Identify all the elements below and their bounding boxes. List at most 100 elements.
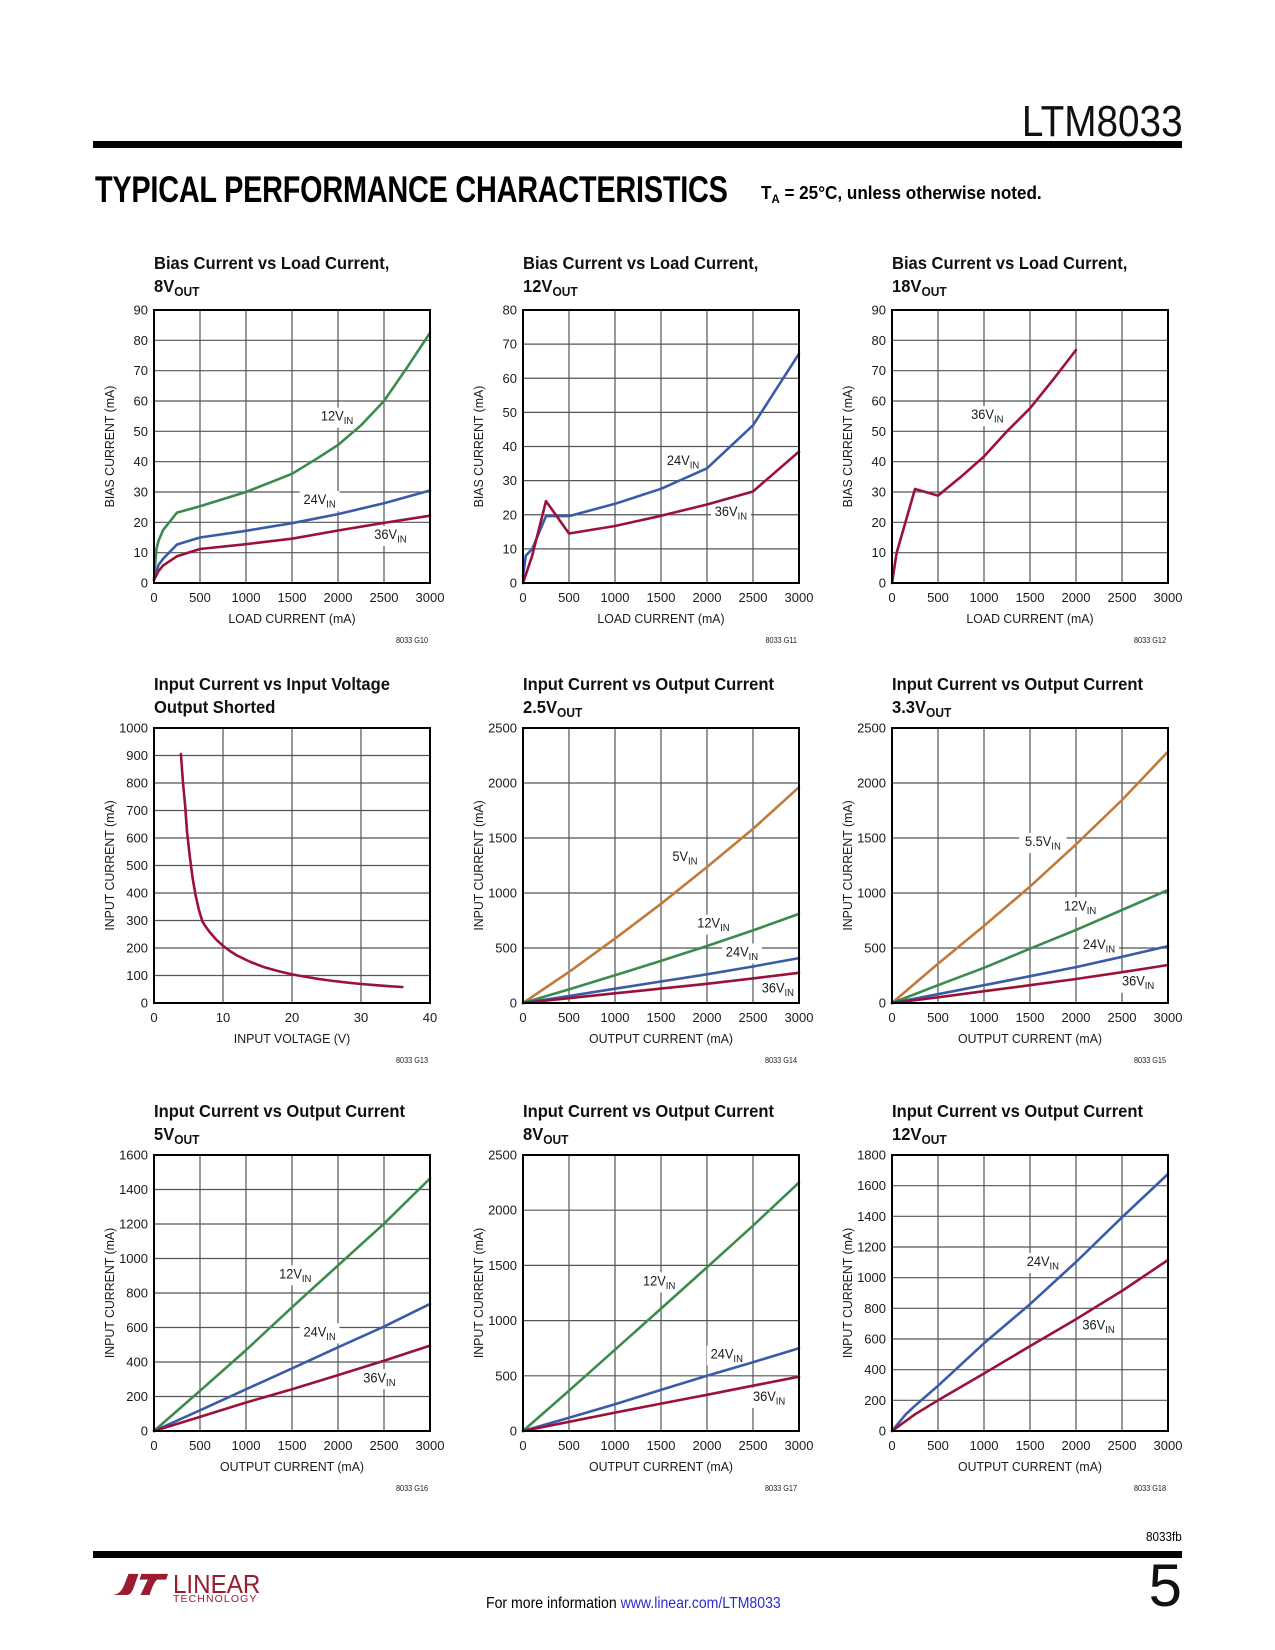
x-tick-label: 1000 — [232, 590, 261, 605]
y-tick-label: 1400 — [857, 1209, 886, 1224]
series-label-background — [693, 914, 734, 935]
x-tick-label: 2000 — [1062, 1438, 1091, 1453]
y-tick-label: 50 — [503, 405, 517, 420]
series-label-subscript: IN — [326, 1332, 335, 1343]
series-label-24vin: 24VIN — [711, 1346, 743, 1365]
y-tick-label: 400 — [864, 1362, 886, 1377]
series-label-24vin: 24VIN — [1027, 1254, 1059, 1273]
series-label-24vin: 24VIN — [1083, 936, 1115, 955]
series-label-subscript: IN — [749, 952, 758, 963]
x-tick-label: 0 — [519, 1010, 526, 1025]
y-tick-label: 2000 — [488, 776, 517, 791]
chart-subtitle-subscript: OUT — [174, 1133, 200, 1148]
x-tick-label: 3000 — [1154, 1438, 1183, 1453]
series-label-36vin: 36VIN — [1082, 1317, 1114, 1336]
series-label-5vin: 5VIN — [672, 848, 697, 867]
y-tick-label: 200 — [126, 941, 148, 956]
x-axis-label: LOAD CURRENT (mA) — [966, 612, 1093, 626]
series-label-subscript: IN — [302, 1274, 311, 1285]
chart-title: Input Current vs Output Current — [892, 673, 1143, 694]
y-tick-label: 30 — [872, 485, 886, 500]
linear-technology-logo[interactable]: LINEAR TECHNOLOGY — [111, 1570, 281, 1613]
y-tick-label: 800 — [126, 1286, 148, 1301]
series-label-5-5vin: 5.5VIN — [1025, 834, 1061, 853]
y-tick-label: 80 — [134, 333, 148, 348]
series-label-24vin: 24VIN — [726, 944, 758, 963]
x-tick-label: 1000 — [970, 590, 999, 605]
series-label-subscript: IN — [733, 1354, 742, 1365]
x-tick-label: 30 — [354, 1010, 368, 1025]
series-label-36vin: 36VIN — [1122, 973, 1154, 992]
chart-subtitle-main: 2.5V — [523, 696, 557, 717]
plot-frame — [891, 1154, 1169, 1432]
label-backgrounds — [299, 407, 411, 546]
y-tick-label: 1000 — [857, 1270, 886, 1285]
series-label-main: 12V — [697, 915, 720, 930]
series-label-12vin: 12VIN — [643, 1273, 675, 1292]
y-tick-label: 90 — [872, 303, 886, 318]
series-label-main: 24V — [1027, 1254, 1050, 1269]
x-tick-label: 0 — [519, 590, 526, 605]
x-tick-label: 3000 — [416, 1438, 445, 1453]
x-tick-label: 1500 — [1016, 590, 1045, 605]
x-tick-label: 3000 — [785, 590, 814, 605]
x-axis-label: LOAD CURRENT (mA) — [228, 612, 355, 626]
y-tick-label: 1800 — [857, 1148, 886, 1163]
x-tick-label: 2000 — [693, 590, 722, 605]
chart-subtitle: 8VOUT — [154, 275, 200, 299]
series-line-24vin — [152, 1302, 432, 1433]
series-line-36vin — [521, 1375, 801, 1433]
y-tick-label: 10 — [872, 545, 886, 560]
series-label-background — [1019, 832, 1067, 853]
series-label-subscript: IN — [344, 416, 353, 427]
series-label-background — [370, 525, 411, 546]
x-tick-label: 500 — [927, 590, 949, 605]
figure-code: 8033 G13 — [396, 1055, 429, 1065]
y-tick-label: 1500 — [488, 831, 517, 846]
y-tick-label: 800 — [864, 1301, 886, 1316]
series-label-main: 24V — [303, 1324, 326, 1339]
y-axis-label: INPUT CURRENT (mA) — [472, 1228, 486, 1358]
x-tick-label: 0 — [888, 1438, 895, 1453]
product-page-link[interactable]: www.linear.com/LTM8033 — [620, 1595, 781, 1612]
series-label-main: 36V — [715, 504, 738, 519]
x-tick-label: 3000 — [785, 1010, 814, 1025]
series-label-subscript: IN — [1051, 841, 1060, 852]
series-label-main: 24V — [667, 453, 690, 468]
y-tick-label: 600 — [126, 1320, 148, 1335]
y-tick-label: 300 — [126, 913, 148, 928]
chart-subtitle: 18VOUT — [892, 275, 947, 299]
figure-code: 8033 G18 — [1134, 1483, 1167, 1493]
y-tick-label: 80 — [503, 303, 517, 318]
series-label-36vin: 36VIN — [762, 980, 794, 999]
series-label-24vin: 24VIN — [303, 492, 335, 511]
chart-subtitle-subscript: OUT — [552, 285, 578, 300]
x-tick-label: 500 — [558, 590, 580, 605]
series-line-12vin — [152, 331, 432, 582]
x-tick-label: 1000 — [601, 1010, 630, 1025]
y-axis-label: INPUT CURRENT (mA) — [841, 1228, 855, 1358]
x-tick-label: 2000 — [693, 1438, 722, 1453]
y-tick-label: 2000 — [857, 776, 886, 791]
x-axis-label: OUTPUT CURRENT (mA) — [589, 1032, 733, 1046]
y-tick-label: 2500 — [857, 721, 886, 736]
series-label-background — [299, 1323, 340, 1344]
series-line-short-circuit — [179, 752, 404, 989]
part-number: LTM8033 — [1022, 97, 1183, 146]
series-label-background — [299, 491, 340, 512]
x-tick-label: 3000 — [1154, 590, 1183, 605]
y-tick-label: 30 — [503, 473, 517, 488]
series-line-12vin — [521, 1181, 801, 1433]
series-label-main: 12V — [1064, 898, 1087, 913]
y-axis-label: INPUT CURRENT (mA) — [841, 800, 855, 930]
chart-subtitle-main: 8V — [523, 1123, 544, 1144]
series-label-subscript: IN — [776, 1396, 785, 1407]
y-tick-label: 2500 — [488, 1148, 517, 1163]
conditions-symbol: T — [761, 183, 772, 203]
y-tick-label: 40 — [872, 454, 886, 469]
y-tick-label: 500 — [495, 1368, 517, 1383]
series-label-main: 36V — [374, 527, 397, 542]
series-line-24vin — [521, 956, 801, 1005]
figure-code: 8033 G16 — [396, 1483, 429, 1493]
